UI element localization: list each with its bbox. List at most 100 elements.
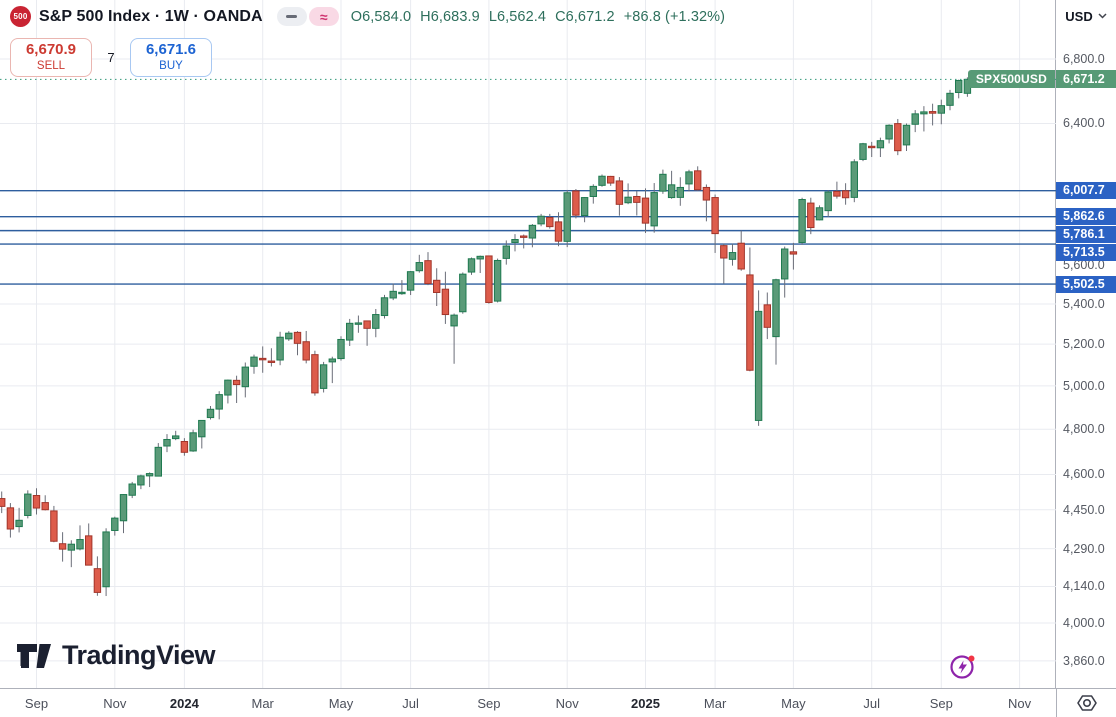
- candle: [789, 251, 798, 255]
- candle: [372, 314, 380, 329]
- candle: [781, 248, 789, 280]
- candle: [746, 274, 754, 371]
- candle: [537, 215, 545, 225]
- candle: [763, 304, 771, 328]
- candle: [702, 186, 711, 201]
- candle: [380, 297, 389, 317]
- spark-ideas-button[interactable]: [948, 651, 978, 681]
- candle: [67, 543, 75, 551]
- candle: [685, 171, 693, 185]
- candle: [119, 494, 128, 522]
- candle: [354, 322, 363, 325]
- candle: [111, 517, 119, 531]
- chart-settings-button[interactable]: [1076, 694, 1098, 712]
- candle: [920, 111, 928, 115]
- legend-toggle-pills: ≈: [276, 7, 339, 26]
- candle: [346, 322, 354, 341]
- candle: [694, 170, 702, 191]
- candlestick-chart: [0, 0, 1056, 688]
- time-axis[interactable]: Sep Nov 2024 Mar May Jul Sep Nov 2025 Mar May Jul Se…: [0, 688, 1056, 717]
- price-tick-label: 4,000.0: [1063, 616, 1105, 631]
- candle: [754, 310, 763, 421]
- chevron-down-icon: [1098, 13, 1107, 19]
- candle: [493, 259, 502, 302]
- candle: [841, 190, 850, 199]
- candle: [667, 184, 676, 199]
- candle: [676, 186, 684, 198]
- candle: [868, 145, 876, 149]
- hide-indicator-button[interactable]: [276, 7, 307, 26]
- sell-price: 6,670.9: [25, 41, 77, 59]
- candle: [24, 493, 32, 516]
- price-tick-label: 4,600.0: [1063, 467, 1105, 482]
- candle: [554, 221, 563, 242]
- candle: [511, 239, 519, 243]
- price-level-label: 5,862.6: [1056, 208, 1116, 226]
- price-tick-label: 5,000.0: [1063, 378, 1105, 393]
- candle: [833, 190, 841, 197]
- tradingview-logo[interactable]: TradingView: [16, 640, 216, 671]
- buy-price: 6,671.6: [145, 41, 197, 59]
- time-axis-label: Nov: [103, 696, 127, 711]
- price-tick-label: 5,200.0: [1063, 337, 1105, 352]
- candle: [328, 358, 337, 363]
- candle: [337, 338, 345, 360]
- candle: [563, 192, 571, 242]
- candle: [502, 245, 511, 259]
- notification-dot: [968, 655, 975, 662]
- price-level-label: 5,713.5: [1056, 244, 1116, 262]
- candle: [633, 195, 641, 203]
- candle: [885, 124, 893, 140]
- tradingview-logo-icon: [16, 642, 53, 670]
- candle: [198, 419, 206, 438]
- buy-button[interactable]: 6,671.6 BUY: [130, 38, 212, 77]
- price-level-label: 6,007.7: [1056, 182, 1116, 200]
- time-axis-label: Mar: [251, 696, 274, 711]
- candle: [772, 279, 780, 338]
- time-axis-label: 2025: [631, 696, 660, 711]
- candle: [798, 199, 806, 243]
- candle: [528, 224, 537, 239]
- candle: [728, 252, 737, 260]
- candle: [650, 192, 658, 227]
- price-axis[interactable]: USD 6,800.0 6,400.0 5,600.0 5,400.0 5,200.0 5…: [1056, 0, 1116, 688]
- approx-price-button[interactable]: ≈: [308, 7, 339, 26]
- price-level-label: 5,786.1: [1056, 226, 1116, 244]
- candle: [589, 185, 597, 197]
- price-tick-label: 4,140.0: [1063, 579, 1105, 594]
- chart-canvas[interactable]: TradingView 500 S&P 500 Index · 1W · OAN…: [0, 0, 1056, 688]
- candle: [598, 175, 606, 186]
- time-axis-label: May: [781, 696, 806, 711]
- candle: [363, 320, 371, 329]
- candle: [0, 498, 6, 507]
- candle: [424, 260, 432, 285]
- candle: [232, 379, 241, 386]
- candle: [76, 539, 84, 550]
- symbol-title[interactable]: S&P 500 Index · 1W · OANDA: [39, 7, 263, 25]
- candle: [955, 79, 963, 94]
- candle: [520, 235, 528, 238]
- time-axis-label: Nov: [555, 696, 579, 711]
- candle: [302, 341, 310, 361]
- candle: [876, 140, 885, 149]
- candle: [415, 262, 424, 272]
- candle: [485, 255, 493, 303]
- change-value: +86.8 (+1.32%): [623, 8, 726, 25]
- last-price-symbol-tag: SPX500USD: [967, 70, 1055, 89]
- high-value: H6,683.9: [420, 8, 480, 25]
- candle: [902, 124, 911, 146]
- time-axis-label: Jul: [402, 696, 419, 711]
- candle: [946, 92, 954, 106]
- chart-legend: 500 S&P 500 Index · 1W · OANDA ≈ O6,584.…: [10, 6, 725, 27]
- price-level-label: 5,502.5: [1056, 275, 1116, 293]
- candle: [737, 242, 745, 270]
- candle: [293, 331, 302, 344]
- low-value: L6,562.4: [488, 8, 547, 25]
- last-price-label: 6,671.2: [1056, 70, 1116, 89]
- currency-select[interactable]: USD: [1060, 4, 1112, 28]
- price-tick-label: 6,800.0: [1063, 52, 1105, 66]
- close-value: C6,671.2: [555, 8, 615, 25]
- time-axis-label: Sep: [24, 696, 49, 711]
- spread-value: 7: [107, 50, 115, 65]
- sell-button[interactable]: 6,670.9 SELL: [10, 38, 92, 77]
